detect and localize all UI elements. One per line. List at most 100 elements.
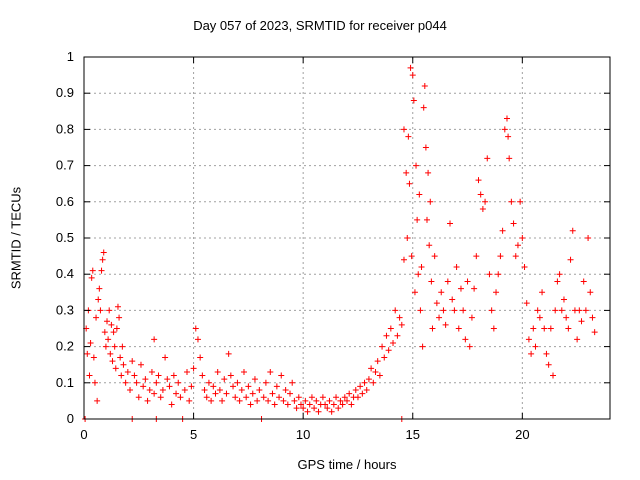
data-point: [190, 365, 197, 372]
data-point: [466, 343, 473, 350]
data-point: [427, 198, 434, 205]
data-point: [219, 397, 226, 404]
data-point: [227, 372, 234, 379]
x-tick-label: 15: [406, 427, 420, 442]
data-point: [508, 198, 515, 205]
data-point: [431, 253, 438, 260]
data-point: [532, 343, 539, 350]
data-point: [273, 383, 280, 390]
data-point: [155, 372, 162, 379]
data-point: [580, 278, 587, 285]
x-tick-label: 0: [80, 427, 87, 442]
y-tick-label: 0.4: [56, 266, 74, 281]
data-point: [374, 358, 381, 365]
x-axis-label: GPS time / hours: [297, 457, 397, 472]
data-point: [426, 242, 433, 249]
data-point: [199, 372, 206, 379]
data-point: [322, 401, 329, 408]
data-point: [552, 307, 559, 314]
data-point: [413, 162, 420, 169]
data-point: [404, 235, 411, 241]
data-point: [109, 358, 116, 365]
data-point: [423, 216, 430, 223]
y-tick-label: 0.1: [56, 375, 74, 390]
data-point: [545, 361, 552, 368]
data-point: [457, 285, 464, 292]
data-point: [221, 376, 228, 383]
data-point: [556, 271, 563, 278]
data-point: [359, 390, 366, 397]
data-point: [416, 191, 423, 198]
data-point: [262, 379, 269, 386]
data-point: [385, 347, 392, 354]
y-tick-label: 0.5: [56, 230, 74, 245]
data-point: [560, 296, 567, 303]
x-tick-label: 5: [190, 427, 197, 442]
data-point: [291, 397, 298, 404]
data-point: [205, 379, 212, 386]
data-point: [225, 350, 232, 357]
data-point: [451, 307, 458, 314]
data-point: [107, 350, 114, 357]
data-point: [96, 285, 103, 292]
data-point: [429, 325, 436, 332]
data-point: [289, 379, 296, 386]
data-points: [82, 64, 598, 422]
data-point: [105, 336, 112, 343]
y-tick-label: 1: [67, 49, 74, 64]
data-point: [131, 372, 138, 379]
y-tick-label: 0.6: [56, 194, 74, 209]
data-point: [440, 307, 447, 314]
data-point: [304, 408, 311, 415]
data-point: [534, 307, 541, 314]
data-point: [133, 379, 140, 386]
data-point: [114, 303, 121, 310]
data-point: [567, 256, 574, 263]
data-point: [203, 394, 210, 401]
data-point: [354, 394, 361, 401]
data-point: [140, 383, 147, 390]
data-point: [376, 372, 383, 379]
data-point: [339, 401, 346, 408]
data-point: [410, 97, 417, 104]
data-point: [319, 394, 326, 401]
data-point: [536, 314, 543, 321]
data-point: [177, 394, 184, 401]
data-point: [501, 126, 508, 133]
data-point: [512, 253, 519, 260]
data-point: [490, 325, 497, 332]
data-point: [100, 249, 107, 256]
data-point: [408, 253, 415, 260]
data-point: [390, 339, 397, 346]
data-point: [455, 325, 462, 332]
data-point: [117, 354, 124, 361]
data-point: [523, 300, 530, 307]
data-point: [330, 401, 337, 408]
data-point: [97, 307, 104, 314]
data-point: [368, 365, 375, 372]
data-point: [558, 307, 565, 314]
data-point: [589, 314, 596, 321]
data-point: [460, 307, 467, 314]
data-point: [495, 271, 502, 278]
data-point: [528, 350, 535, 357]
data-point: [104, 318, 111, 325]
x-tick-label: 10: [296, 427, 310, 442]
y-tick-label: 0.2: [56, 339, 74, 354]
data-point: [394, 332, 401, 339]
data-point: [587, 289, 594, 296]
data-point: [341, 394, 348, 401]
data-point: [379, 343, 386, 350]
data-point: [488, 307, 495, 314]
data-point: [249, 390, 256, 397]
data-point: [407, 64, 414, 71]
data-point: [436, 314, 443, 321]
data-point: [245, 383, 252, 390]
data-point: [240, 368, 247, 375]
data-point: [405, 133, 412, 140]
data-point: [101, 329, 108, 336]
data-point: [514, 242, 521, 249]
x-tick-label: 20: [515, 427, 529, 442]
data-point: [543, 350, 550, 357]
data-point: [414, 216, 421, 223]
